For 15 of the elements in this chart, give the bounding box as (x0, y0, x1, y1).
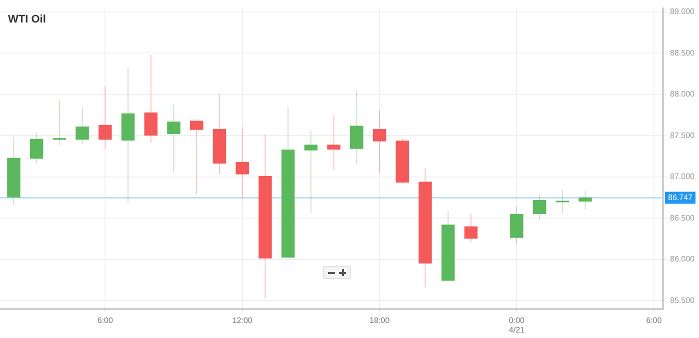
y-tick-label: 87.000 (670, 172, 696, 182)
y-tick-label: 88.500 (670, 48, 696, 58)
x-tick-label: 6:00 (97, 316, 114, 325)
x-tick-label: 18:00 (369, 316, 390, 325)
y-tick-label: 87.500 (670, 130, 696, 140)
y-tick-label: 86.500 (670, 213, 696, 222)
text: WTI Oil (8, 14, 46, 26)
y-tick-label: 86.000 (670, 254, 696, 264)
y-tick-label: 88.000 (670, 90, 696, 99)
ref-line-label: 86.747 (668, 192, 694, 202)
y-tick-label: 85.500 (670, 296, 696, 305)
x-tick-label: 0:00 4/21 (508, 316, 526, 334)
y-tick-label: 89.000 (670, 7, 696, 16)
x-tick-label: 6:00 (646, 316, 662, 325)
x-tick-label: 12:00 (232, 316, 253, 325)
